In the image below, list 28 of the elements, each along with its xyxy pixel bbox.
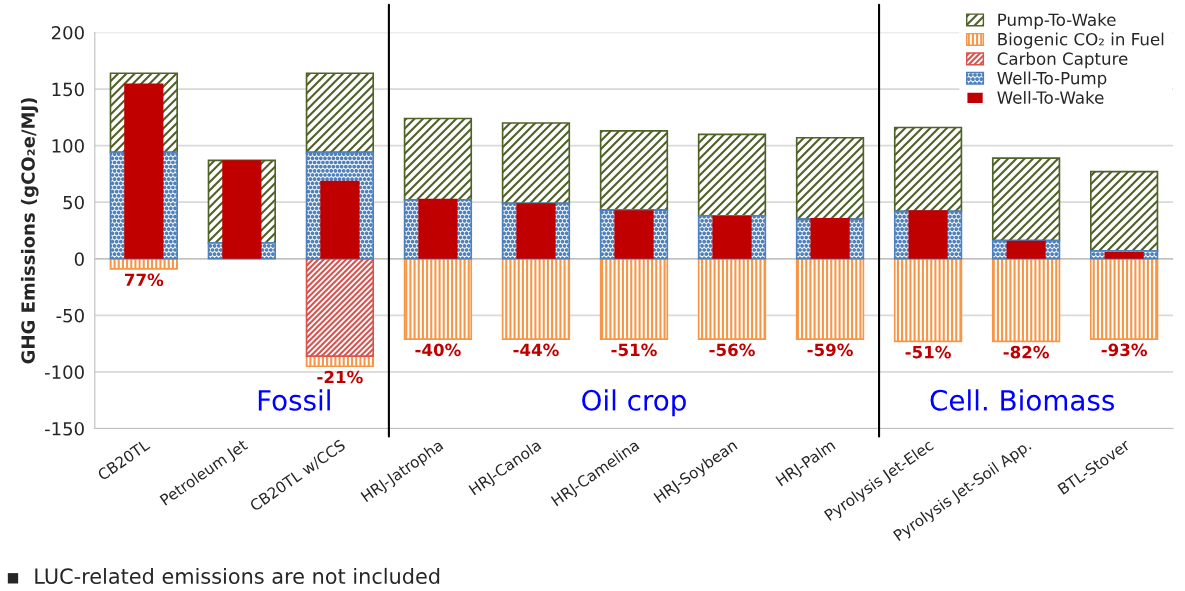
y-tick-label: -50	[56, 308, 84, 323]
annotation: Fossil	[258, 389, 330, 411]
annotation: -59%	[807, 343, 853, 357]
y-tick-label: 50	[63, 195, 84, 210]
y-tick-label: 150	[52, 82, 84, 97]
annotation: -93%	[1101, 343, 1148, 357]
annotation: -44%	[513, 343, 559, 357]
y-tick-label: 100	[52, 139, 84, 153]
annotation: -82%	[1003, 345, 1049, 359]
text: ▪ LUC-related emissions are not included	[7, 567, 440, 585]
legend-label: Carbon Capture	[997, 52, 1128, 69]
y-tick-label: -100	[44, 365, 84, 380]
annotation: Oil crop	[582, 389, 686, 417]
y-axis-title: GHG Emissions (gCO₂e/MJ)	[20, 98, 39, 364]
legend-label: Pump-To-Wake	[998, 13, 1116, 30]
annotation: -40%	[415, 343, 461, 357]
annotation: -51%	[611, 343, 657, 357]
legend-label: Biogenic CO₂ in Fuel	[998, 32, 1164, 49]
annotation: 77%	[124, 273, 164, 287]
legend-label: Well-To-Pump	[997, 71, 1107, 88]
y-tick-label: 0	[74, 252, 84, 266]
annotation: -51%	[905, 345, 951, 359]
y-tick-label: -150	[44, 421, 84, 436]
y-tick-label: 200	[51, 25, 84, 40]
legend-label: Well-To-Wake	[997, 90, 1104, 104]
annotation: Cell. Biomass	[930, 389, 1115, 411]
annotation: -21%	[317, 370, 363, 384]
annotation: -56%	[709, 343, 755, 357]
